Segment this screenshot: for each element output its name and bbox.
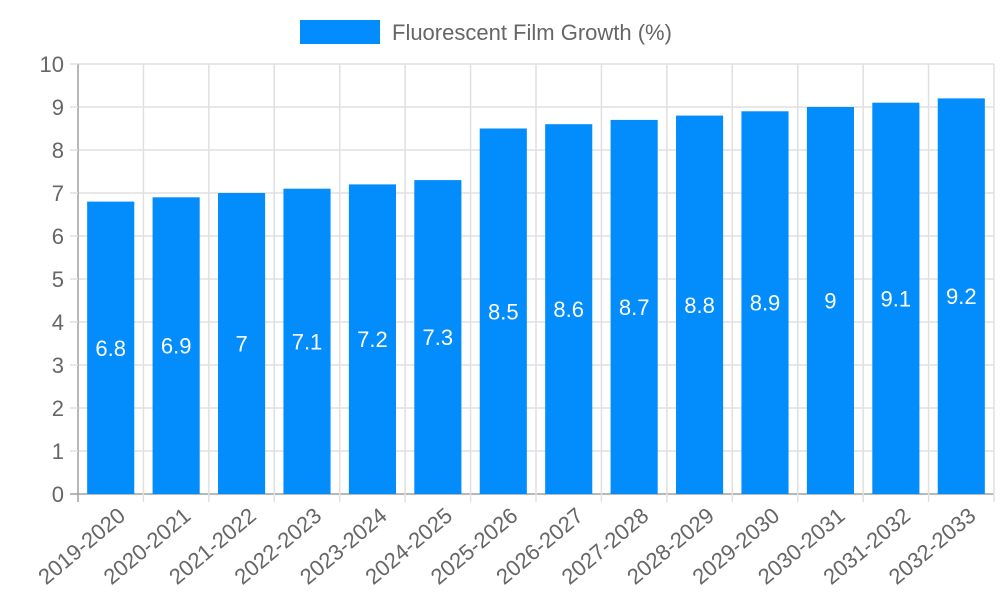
bar-value-label: 8.5	[488, 299, 519, 324]
bar-value-label: 9.2	[946, 284, 977, 309]
y-tick-label: 4	[52, 310, 64, 335]
legend-label: Fluorescent Film Growth (%)	[392, 20, 672, 45]
bar-value-label: 9	[824, 289, 836, 314]
bar[interactable]	[479, 128, 527, 495]
bar[interactable]	[545, 124, 593, 494]
legend-swatch	[300, 20, 380, 44]
bar[interactable]	[741, 111, 789, 495]
bar-value-label: 8.7	[619, 295, 650, 320]
bar-value-label: 7	[235, 332, 247, 357]
bar-value-label: 9.1	[881, 286, 912, 311]
y-tick-label: 10	[40, 52, 64, 77]
y-tick-label: 1	[52, 439, 64, 464]
bar-value-label: 8.8	[684, 293, 715, 318]
y-tick-label: 6	[52, 224, 64, 249]
bar[interactable]	[937, 98, 985, 495]
bar[interactable]	[806, 107, 854, 494]
bar-value-label: 8.9	[750, 291, 781, 316]
bar[interactable]	[87, 201, 135, 494]
bar[interactable]	[348, 184, 396, 494]
bar-value-label: 6.8	[95, 336, 126, 361]
bar[interactable]	[152, 197, 200, 495]
y-tick-label: 8	[52, 138, 64, 163]
grid-lines	[77, 63, 995, 502]
bar-value-label: 7.2	[357, 327, 388, 352]
y-tick-label: 3	[52, 353, 64, 378]
bar[interactable]	[676, 115, 724, 494]
y-tick-label: 2	[52, 396, 64, 421]
bar[interactable]	[414, 180, 462, 494]
bar-value-label: 7.3	[423, 325, 454, 350]
bar[interactable]	[872, 102, 920, 494]
bar[interactable]	[610, 119, 658, 495]
y-tick-label: 5	[52, 267, 64, 292]
bars: 6.8 6.9 7 7.1 7.2 7.3 8.5 8.6 8.7 8.8 8.9 9 9.1 9.2	[87, 98, 985, 495]
bar-value-label: 7.1	[292, 329, 323, 354]
y-tick-label: 9	[52, 95, 64, 120]
bar-value-label: 6.9	[161, 334, 192, 359]
bar-value-label: 8.6	[553, 297, 584, 322]
bar[interactable]	[283, 188, 331, 494]
y-axis: 0 1 2 3 4 5 6 7 8 9 10	[40, 52, 78, 507]
y-tick-label: 0	[52, 482, 64, 507]
x-axis: 2019-20202020-20212021-20222022-20232023…	[33, 503, 980, 590]
bar[interactable]	[218, 193, 266, 494]
legend[interactable]: Fluorescent Film Growth (%)	[300, 20, 672, 45]
y-tick-label: 7	[52, 181, 64, 206]
